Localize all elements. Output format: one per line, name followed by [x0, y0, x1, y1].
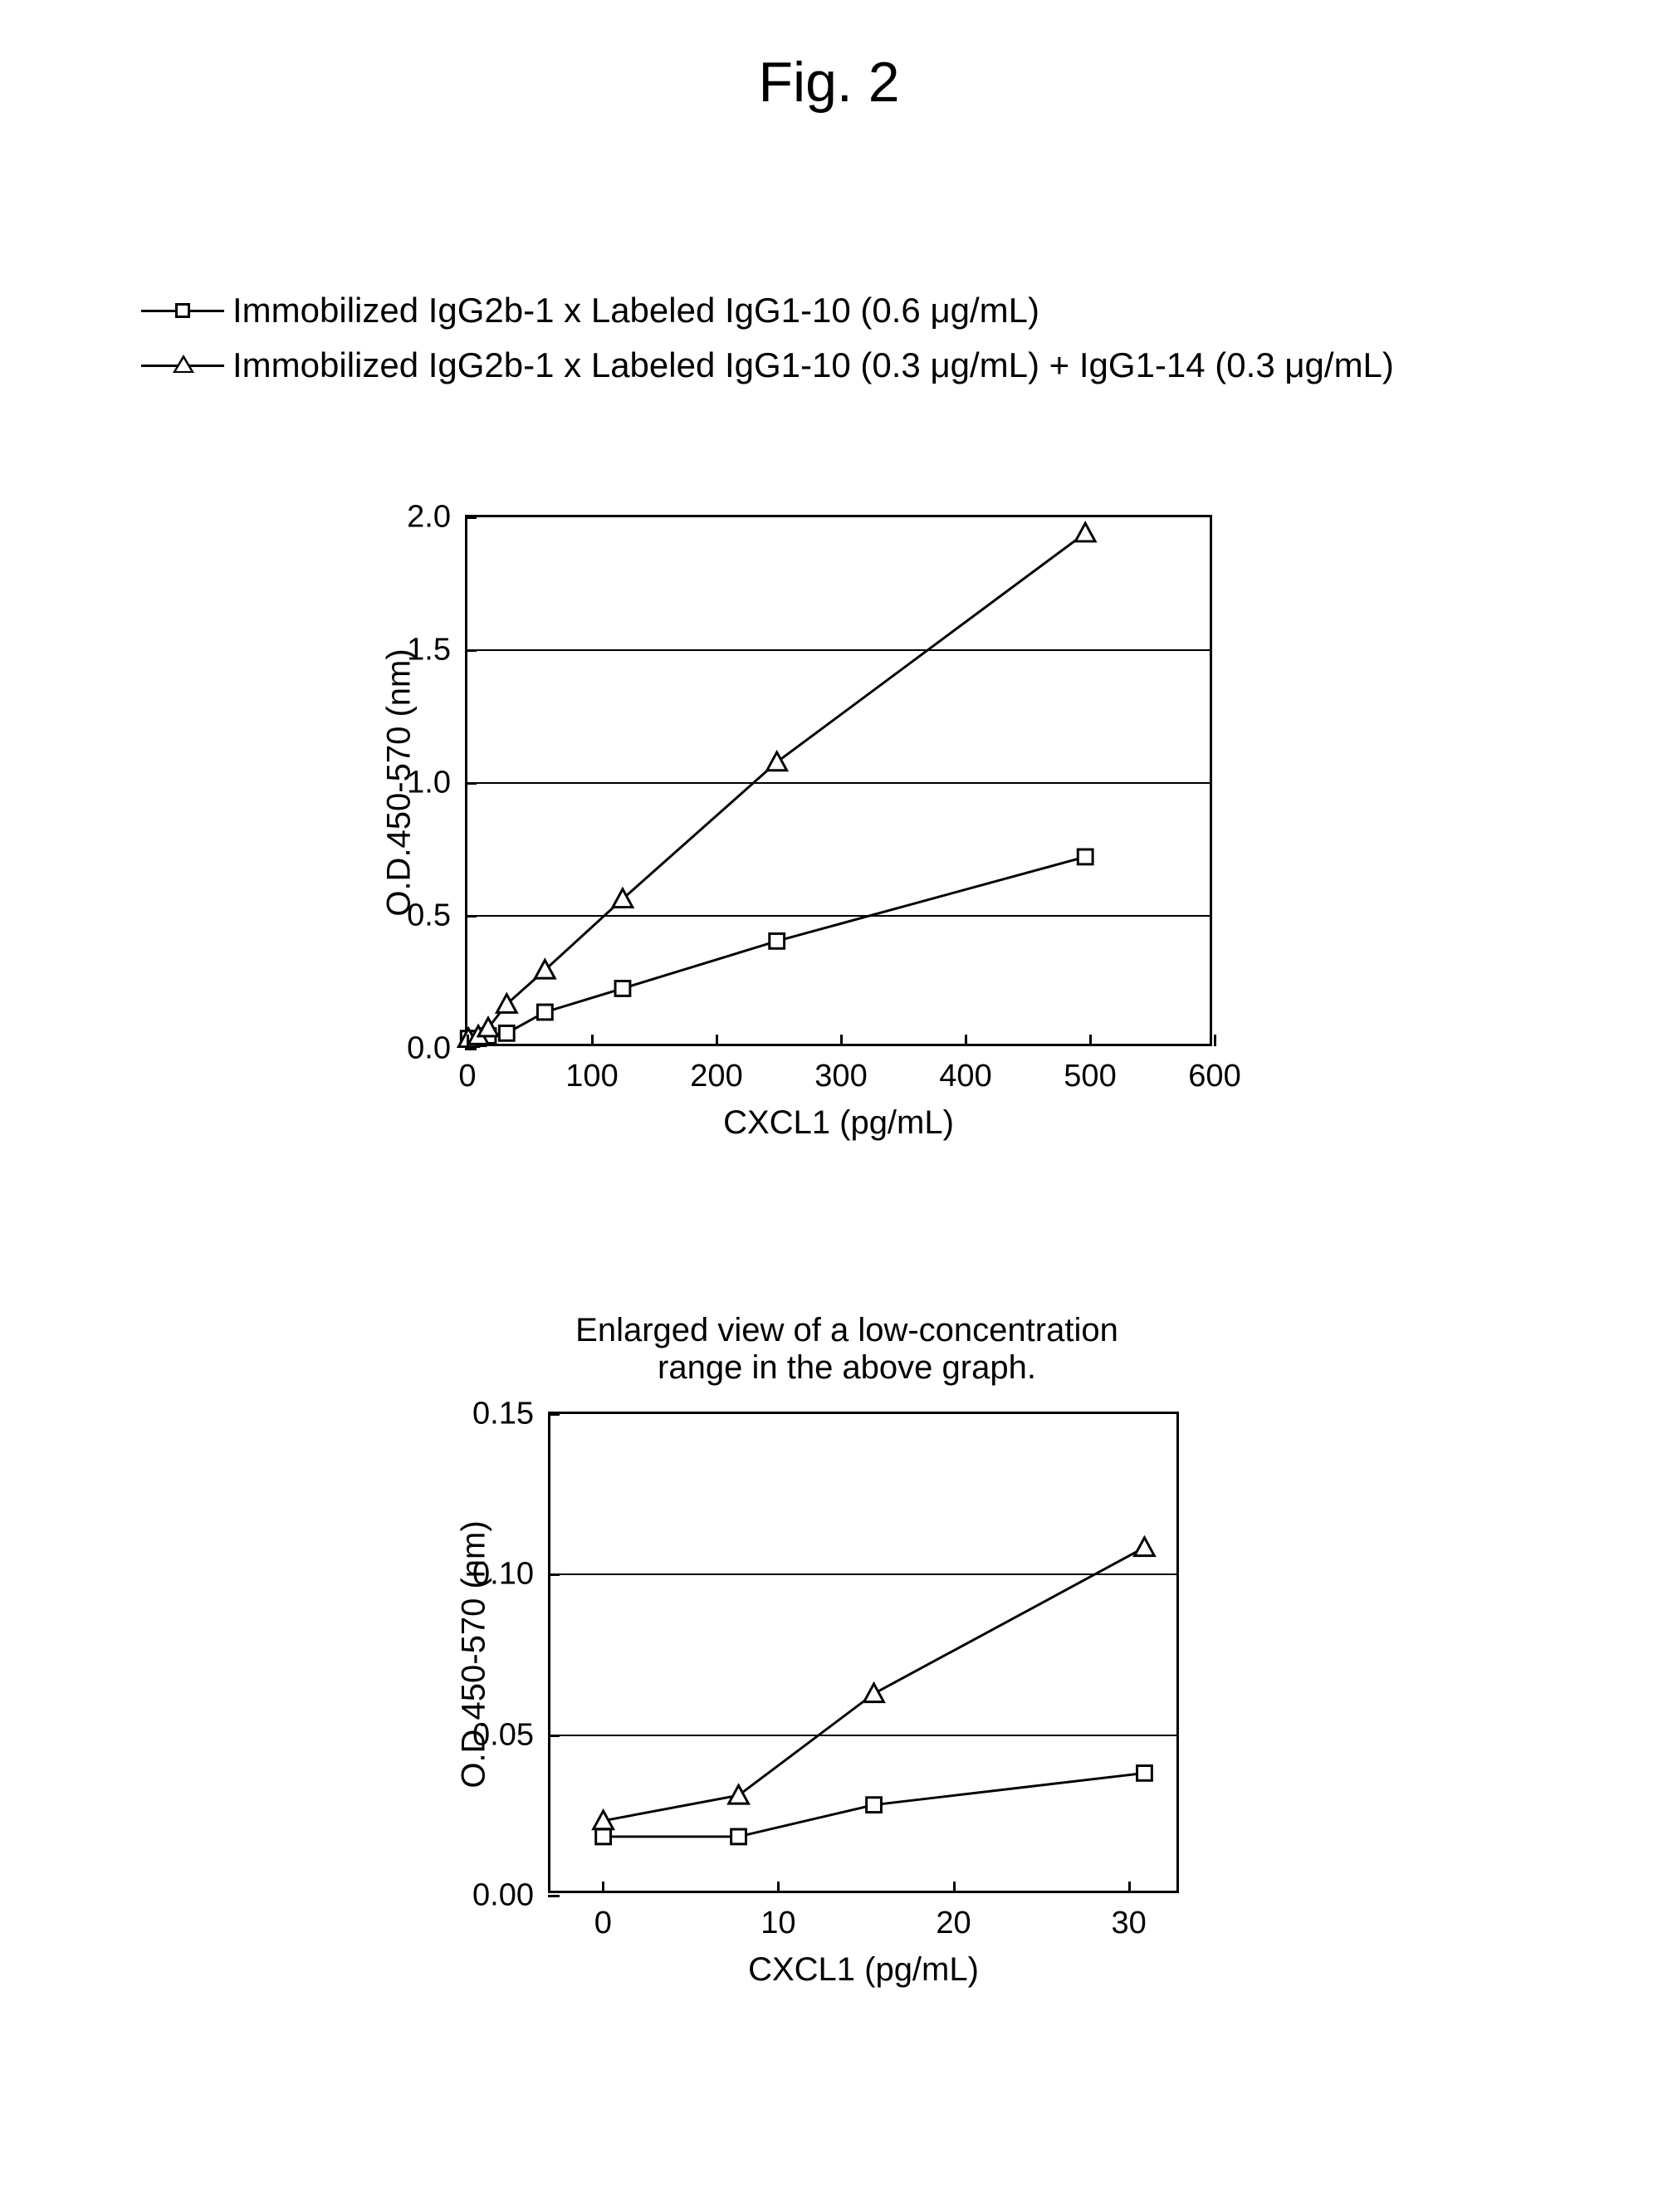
x-tick-mark — [840, 1035, 843, 1046]
y-tick-label: 2.0 — [407, 500, 451, 536]
y-tick-label: 0.10 — [472, 1557, 534, 1593]
x-tick-mark — [602, 1882, 604, 1893]
x-tick-label: 10 — [761, 1906, 795, 1941]
gridline — [550, 1573, 1176, 1575]
x-tick-mark — [1214, 1035, 1216, 1046]
chart-zoom-title-line1: Enlarged view of a low-concentration — [575, 1312, 1118, 1348]
x-tick-mark — [591, 1035, 594, 1046]
chart-main-x-label: CXCL1 (pg/mL) — [465, 1104, 1212, 1142]
chart-zoom-title-line2: range in the above graph. — [658, 1349, 1036, 1386]
legend-row-series2: Immobilized IgG2b-1 x Labeled IgG1-10 (0… — [141, 345, 1394, 385]
x-tick-label: 300 — [814, 1059, 867, 1094]
chart-zoom-x-label: CXCL1 (pg/mL) — [548, 1951, 1179, 1989]
chart-zoom: Enlarged view of a low-concentration ran… — [515, 1312, 1179, 1893]
gridline — [550, 1735, 1176, 1736]
chart-zoom-svg — [550, 1414, 1176, 1891]
chart-main-svg — [467, 517, 1210, 1044]
legend-label-series2: Immobilized IgG2b-1 x Labeled IgG1-10 (0… — [232, 345, 1394, 385]
y-tick-label: 0.15 — [472, 1397, 534, 1432]
x-tick-label: 0 — [458, 1059, 476, 1094]
y-tick-label: 0.5 — [407, 898, 451, 934]
y-tick-label: 1.5 — [407, 633, 451, 668]
legend: Immobilized IgG2b-1 x Labeled IgG1-10 (0… — [141, 291, 1394, 400]
legend-label-series1: Immobilized IgG2b-1 x Labeled IgG1-10 (0… — [232, 291, 1039, 330]
y-tick-label: 1.0 — [407, 766, 451, 801]
x-tick-label: 500 — [1064, 1059, 1116, 1094]
y-tick-mark — [548, 1413, 560, 1416]
x-tick-label: 600 — [1188, 1059, 1240, 1094]
x-tick-mark — [1089, 1035, 1092, 1046]
x-tick-label: 100 — [565, 1059, 618, 1094]
x-tick-label: 400 — [939, 1059, 991, 1094]
x-tick-mark — [953, 1882, 956, 1893]
x-tick-label: 20 — [936, 1906, 971, 1941]
y-tick-mark — [548, 1573, 560, 1576]
x-tick-label: 200 — [690, 1059, 742, 1094]
y-tick-mark — [465, 782, 477, 785]
chart-zoom-title: Enlarged view of a low-concentration ran… — [515, 1312, 1179, 1387]
x-tick-label: 30 — [1112, 1906, 1147, 1941]
x-tick-mark — [777, 1882, 780, 1893]
x-tick-label: 0 — [594, 1906, 612, 1941]
x-tick-mark — [716, 1035, 718, 1046]
gridline — [467, 915, 1210, 917]
legend-row-series1: Immobilized IgG2b-1 x Labeled IgG1-10 (0… — [141, 291, 1394, 330]
figure-title: Fig. 2 — [0, 50, 1658, 115]
legend-marker-square-icon — [141, 294, 224, 327]
chart-main-plot-area: 0.00.51.01.52.00100200300400500600 — [465, 515, 1212, 1046]
y-tick-mark — [548, 1735, 560, 1737]
gridline — [467, 782, 1210, 784]
legend-marker-triangle-icon — [141, 349, 224, 382]
y-tick-label: 0.00 — [472, 1878, 534, 1914]
gridline — [467, 649, 1210, 651]
x-tick-mark — [467, 1035, 469, 1046]
chart-main: O.D.450-570 (nm) 0.00.51.01.52.001002003… — [465, 515, 1212, 1046]
y-tick-label: 0.0 — [407, 1031, 451, 1067]
chart-zoom-plot-area: 0.000.050.100.150102030 — [548, 1412, 1179, 1893]
y-tick-mark — [548, 1895, 560, 1897]
y-tick-mark — [465, 649, 477, 652]
x-tick-mark — [965, 1035, 967, 1046]
y-tick-mark — [465, 516, 477, 519]
y-tick-mark — [465, 915, 477, 918]
y-tick-label: 0.05 — [472, 1717, 534, 1753]
y-tick-mark — [465, 1048, 477, 1050]
x-tick-mark — [1128, 1882, 1131, 1893]
